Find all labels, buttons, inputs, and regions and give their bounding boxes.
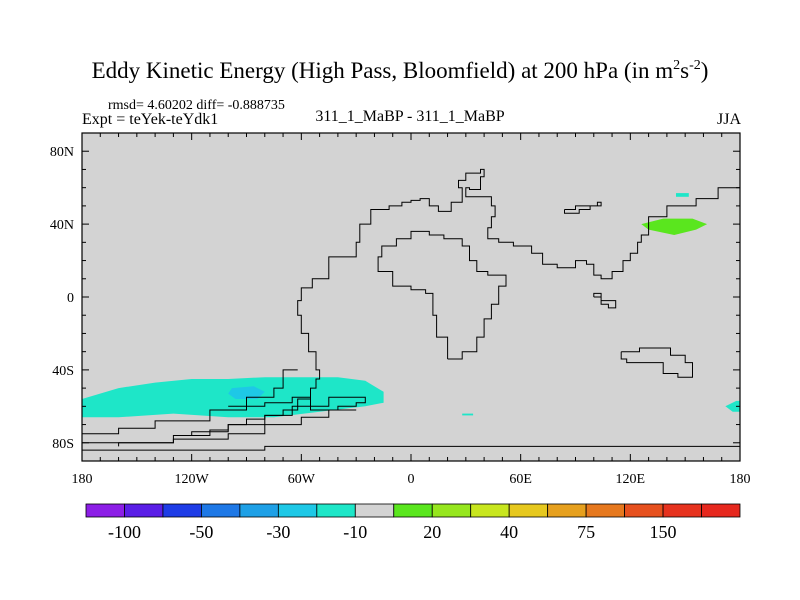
colorbar-label: 150 [650, 522, 677, 542]
coastline-6 [118, 409, 357, 447]
colorbar-swatch [239, 503, 279, 518]
coastline-4 [81, 369, 298, 436]
x-tick-label: 120E [616, 472, 646, 487]
region-north-pacific-positive [641, 218, 708, 235]
title-end: ) [700, 58, 709, 83]
colorbar-swatch [162, 503, 202, 518]
region-southern-ocean-core [228, 386, 265, 399]
region-southern-ocean-negative [82, 377, 384, 418]
y-tick-label: 40N [50, 218, 74, 233]
colorbar-swatch [585, 503, 625, 518]
colorbar-label: -10 [343, 522, 367, 542]
y-tick-label: 0 [67, 291, 74, 306]
region-south-pacific-edge [725, 400, 740, 412]
colorbar-swatch [508, 503, 549, 518]
x-tick-label: 180 [72, 472, 93, 487]
y-tick-label: 80S [52, 437, 74, 452]
experiment-label: Expt = teYek-teYdk1 [82, 111, 219, 128]
colorbar-swatch [316, 503, 356, 518]
center-label: 311_1_MaBP - 311_1_MaBP [315, 108, 505, 125]
region-south-indian-speck [462, 413, 474, 416]
y-tick-label: 40S [52, 364, 74, 379]
chart-title: Eddy Kinetic Energy (High Pass, Bloomfie… [0, 58, 800, 84]
colorbar-swatch [85, 503, 125, 518]
stats-line: rmsd= 4.60202 diff= -0.888735 [108, 98, 285, 113]
title-sup-2: -2 [689, 58, 701, 73]
x-tick-label: 60W [288, 472, 316, 487]
coastline-3 [82, 445, 740, 451]
colorbar-label: -30 [266, 522, 290, 542]
colorbar-swatch [701, 503, 741, 518]
x-tick-label: 120W [175, 472, 210, 487]
colorbar-label: -100 [108, 522, 141, 542]
coastline-0 [82, 168, 741, 444]
colorbar: -100 -50 -30 -10 20 40 75 150 [85, 503, 741, 542]
colorbar-swatch [354, 503, 395, 518]
colorbar-swatch [277, 503, 318, 518]
colorbar-swatch [662, 503, 702, 518]
colorbar-swatch [431, 503, 472, 518]
coastline-7 [564, 201, 602, 214]
coastline-5 [191, 396, 366, 436]
colorbar-swatch [393, 503, 433, 518]
colorbar-label: 20 [423, 522, 441, 542]
y-tick-label: 80N [50, 145, 74, 160]
coastline-1 [377, 230, 507, 360]
region-north-pacific-speck [676, 193, 689, 197]
colorbar-label: -50 [189, 522, 213, 542]
x-tick-label: 180 [730, 472, 751, 487]
coastline-2 [620, 347, 693, 378]
colorbar-swatch [201, 503, 241, 518]
title-mid: s [680, 58, 690, 83]
axis-ticks: 180 120W 60W 0 60E 120E 180 80N 40N 0 40S 80S [50, 132, 751, 487]
colorbar-swatch [624, 503, 664, 518]
field-regions [82, 193, 740, 418]
colorbar-label: 40 [500, 522, 518, 542]
season-label: JJA [717, 111, 742, 128]
x-tick-label: 60E [509, 472, 532, 487]
title-sup-1: 2 [673, 58, 681, 73]
title-main: Eddy Kinetic Energy (High Pass, Bloomfie… [91, 58, 674, 83]
coastlines [81, 168, 741, 451]
colorbar-label: 75 [577, 522, 595, 542]
colorbar-swatch [547, 503, 587, 518]
colorbar-swatch [124, 503, 164, 518]
x-tick-label: 0 [408, 472, 415, 487]
colorbar-swatch [470, 503, 510, 518]
coastline-8 [593, 292, 617, 309]
